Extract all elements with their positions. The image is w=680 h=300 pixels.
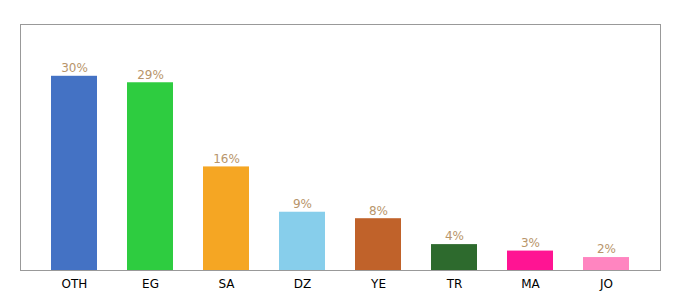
svg-text:3%: 3% xyxy=(521,236,540,250)
svg-text:MA: MA xyxy=(521,277,540,291)
svg-text:YE: YE xyxy=(370,277,386,291)
svg-text:OTH: OTH xyxy=(62,277,88,291)
svg-text:16%: 16% xyxy=(213,152,240,166)
svg-text:EG: EG xyxy=(142,277,159,291)
svg-text:DZ: DZ xyxy=(294,277,311,291)
svg-text:SA: SA xyxy=(218,277,235,291)
svg-text:JO: JO xyxy=(599,277,613,291)
svg-text:9%: 9% xyxy=(293,197,312,211)
svg-text:29%: 29% xyxy=(137,68,164,82)
svg-text:2%: 2% xyxy=(597,242,616,256)
svg-text:TR: TR xyxy=(446,277,463,291)
svg-text:8%: 8% xyxy=(369,204,388,218)
svg-text:30%: 30% xyxy=(61,61,88,75)
svg-text:4%: 4% xyxy=(445,229,464,243)
